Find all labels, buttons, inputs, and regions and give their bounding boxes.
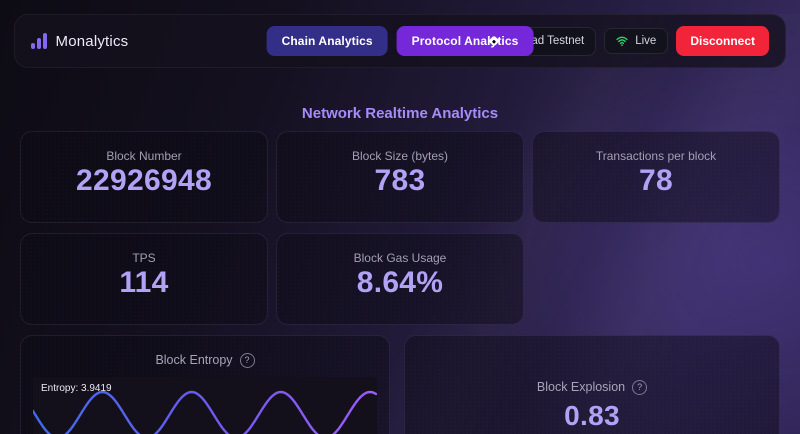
block-explosion-card: Block Explosion ? 0.83: [404, 335, 780, 434]
stat-label: Block Size (bytes): [351, 149, 449, 163]
live-badge-label: Live: [635, 35, 657, 47]
stat-value: 78: [639, 164, 673, 197]
entropy-wave-path: [33, 390, 377, 434]
stat-value: 22926948: [76, 164, 212, 197]
stat-label: Transactions per block: [595, 149, 717, 163]
disconnect-button[interactable]: Disconnect: [676, 26, 769, 56]
stat-label: Block Number: [106, 149, 182, 163]
stats-row-1: Block Number 22926948 Block Size (bytes)…: [20, 131, 780, 223]
block-number-card: Block Number 22926948: [20, 131, 268, 223]
entropy-chart: Entropy: 3.9419: [33, 377, 377, 434]
live-status-badge[interactable]: Live: [604, 28, 669, 54]
transactions-per-block-card: Transactions per block 78: [532, 131, 780, 223]
tps-card: TPS 114: [20, 233, 268, 325]
stat-value: 8.64%: [356, 266, 444, 299]
dashboard-content: Network Realtime Analytics Block Number …: [0, 105, 800, 434]
bar-chart-logo-icon: [31, 33, 47, 49]
brand-name: Monalytics: [55, 32, 129, 50]
stat-label: Block Gas Usage: [353, 251, 447, 265]
brand: Monalytics: [31, 33, 128, 50]
stats-row-2: TPS 114 Block Gas Usage 8.64%: [20, 233, 780, 325]
block-size-card: Block Size (bytes) 783: [276, 131, 524, 223]
explosion-value: 0.83: [564, 400, 620, 431]
explosion-card-title: Block Explosion: [536, 380, 626, 394]
help-icon[interactable]: ?: [632, 379, 648, 395]
block-entropy-card: Block Entropy ? Entropy: 3.9419: [20, 335, 390, 434]
entropy-wave-svg: [33, 390, 377, 434]
stat-value: 783: [374, 164, 426, 197]
entropy-current-value-label: Entropy: 3.9419: [41, 383, 112, 394]
block-gas-usage-card: Block Gas Usage 8.64%: [276, 233, 524, 325]
help-icon[interactable]: ?: [239, 352, 255, 368]
top-navigation-bar: Monalytics Chain Analytics Protocol Anal…: [14, 14, 786, 68]
protocol-analytics-button[interactable]: Protocol Analytics: [396, 26, 534, 56]
stats-row-3: Block Entropy ? Entropy: 3.9419: [20, 335, 780, 434]
stat-value: 114: [119, 266, 169, 299]
page-title: Network Realtime Analytics: [301, 105, 499, 122]
entropy-card-title: Block Entropy: [155, 353, 233, 367]
chain-analytics-button[interactable]: Chain Analytics: [266, 26, 388, 56]
wifi-signal-icon: [616, 36, 628, 46]
stat-label: TPS: [132, 251, 156, 265]
